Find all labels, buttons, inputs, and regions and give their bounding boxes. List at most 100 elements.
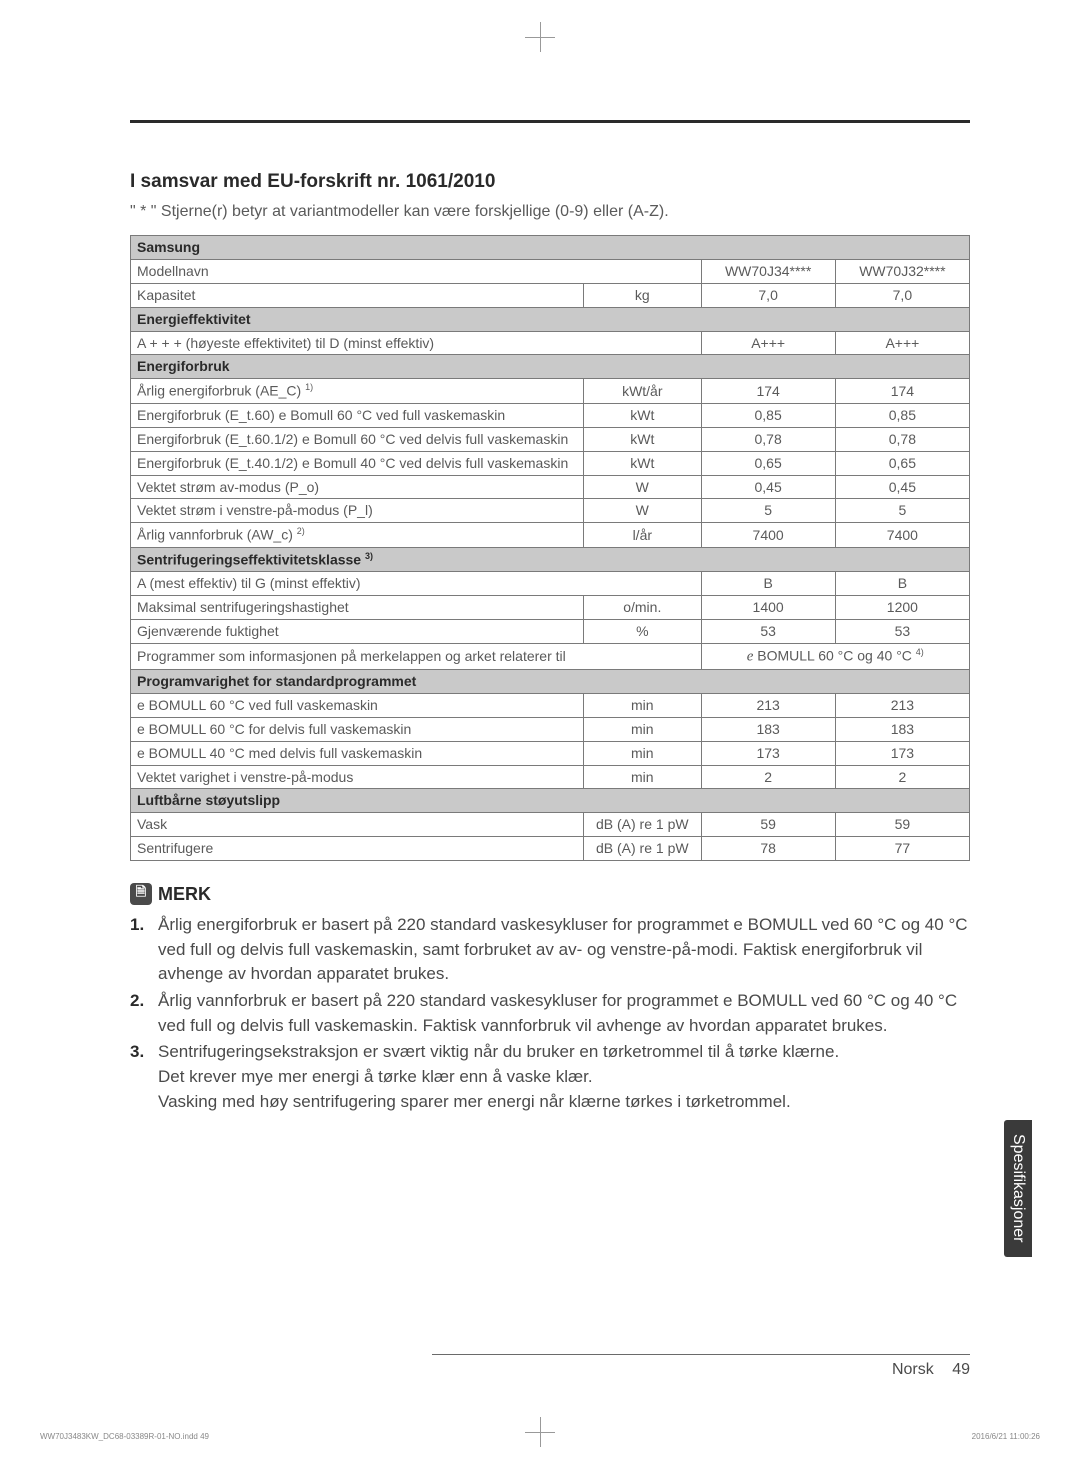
row-value: 0,65 bbox=[835, 451, 969, 475]
row-unit: min bbox=[584, 717, 701, 741]
row-unit: % bbox=[584, 620, 701, 644]
row-value: A+++ bbox=[701, 331, 835, 355]
note-label: MERK bbox=[158, 884, 211, 905]
row-label: Energiforbruk (E_t.60) e Bomull 60 °C ve… bbox=[131, 403, 584, 427]
row-label: Årlig vannforbruk (AW_c) 2) bbox=[131, 523, 584, 548]
crop-mark-bottom bbox=[525, 1417, 555, 1447]
row-label: Sentrifugere bbox=[131, 837, 584, 861]
note-item: Årlig energiforbruk er basert på 220 sta… bbox=[130, 913, 970, 987]
row-value: 0,78 bbox=[701, 427, 835, 451]
row-value: 183 bbox=[701, 717, 835, 741]
row-value: 1400 bbox=[701, 596, 835, 620]
row-value: 2 bbox=[701, 765, 835, 789]
row-label: Vask bbox=[131, 813, 584, 837]
subtext: " * " Stjerne(r) betyr at variantmodelle… bbox=[130, 203, 970, 221]
row-value: 5 bbox=[835, 499, 969, 523]
row-unit: kWt bbox=[584, 451, 701, 475]
section-header: Energiforbruk bbox=[131, 355, 970, 379]
model-label: Modellnavn bbox=[131, 259, 702, 283]
row-value: 77 bbox=[835, 837, 969, 861]
program-info-value: e BOMULL 60 °C og 40 °C 4) bbox=[701, 644, 969, 670]
footer-page: 49 bbox=[952, 1361, 970, 1378]
row-label: Vektet varighet i venstre-på-modus bbox=[131, 765, 584, 789]
section-header: Sentrifugeringseffektivitetsklasse 3) bbox=[131, 547, 970, 572]
section-header: Programvarighet for standardprogrammet bbox=[131, 670, 970, 694]
footer: Norsk 49 bbox=[432, 1354, 970, 1379]
row-unit: min bbox=[584, 693, 701, 717]
row-label: Gjenværende fuktighet bbox=[131, 620, 584, 644]
imprint-right: 2016/6/21 11:00:26 bbox=[972, 1432, 1040, 1441]
model-value: WW70J32**** bbox=[835, 259, 969, 283]
imprint-left: WW70J3483KW_DC68-03389R-01-NO.indd 49 bbox=[40, 1432, 209, 1441]
row-unit: min bbox=[584, 765, 701, 789]
row-value: 0,85 bbox=[701, 403, 835, 427]
row-label: e BOMULL 60 °C for delvis full vaskemask… bbox=[131, 717, 584, 741]
row-value: 78 bbox=[701, 837, 835, 861]
row-value: 0,45 bbox=[835, 475, 969, 499]
row-value: 7400 bbox=[835, 523, 969, 548]
row-unit: min bbox=[584, 741, 701, 765]
top-rule bbox=[130, 120, 970, 123]
row-unit: kWt/år bbox=[584, 379, 701, 404]
row-value: 5 bbox=[701, 499, 835, 523]
row-unit: l/år bbox=[584, 523, 701, 548]
row-unit: kg bbox=[584, 283, 701, 307]
row-label: Energiforbruk (E_t.60.1/2) e Bomull 60 °… bbox=[131, 427, 584, 451]
row-value: 0,85 bbox=[835, 403, 969, 427]
row-value: 213 bbox=[701, 693, 835, 717]
section-header: Energieffektivitet bbox=[131, 307, 970, 331]
row-value: 213 bbox=[835, 693, 969, 717]
section-header: Luftbårne støyutslipp bbox=[131, 789, 970, 813]
row-value: 0,65 bbox=[701, 451, 835, 475]
row-label: e BOMULL 60 °C ved full vaskemaskin bbox=[131, 693, 584, 717]
side-tab: Spesifikasjoner bbox=[1004, 1120, 1032, 1257]
row-unit: W bbox=[584, 499, 701, 523]
row-unit: W bbox=[584, 475, 701, 499]
notes-list: Årlig energiforbruk er basert på 220 sta… bbox=[130, 913, 970, 1114]
row-label: A (mest effektiv) til G (minst effektiv) bbox=[131, 572, 702, 596]
note-item: Sentrifugeringsekstraksjon er svært vikt… bbox=[130, 1040, 970, 1114]
row-value: A+++ bbox=[835, 331, 969, 355]
note-icon: 🗎 bbox=[130, 883, 152, 905]
heading: I samsvar med EU-forskrift nr. 1061/2010 bbox=[130, 171, 970, 193]
row-value: 7,0 bbox=[701, 283, 835, 307]
spec-table: SamsungModellnavnWW70J34****WW70J32**** K… bbox=[130, 235, 970, 861]
row-value: 7400 bbox=[701, 523, 835, 548]
row-value: 173 bbox=[835, 741, 969, 765]
row-label: Vektet strøm i venstre-på-modus (P_l) bbox=[131, 499, 584, 523]
row-value: 174 bbox=[701, 379, 835, 404]
row-unit: kWt bbox=[584, 403, 701, 427]
row-value: 2 bbox=[835, 765, 969, 789]
row-value: 59 bbox=[835, 813, 969, 837]
row-value: B bbox=[835, 572, 969, 596]
row-unit: o/min. bbox=[584, 596, 701, 620]
row-label: e BOMULL 40 °C med delvis full vaskemask… bbox=[131, 741, 584, 765]
note-heading: 🗎 MERK bbox=[130, 883, 970, 905]
footer-lang: Norsk bbox=[892, 1361, 934, 1378]
row-value: 59 bbox=[701, 813, 835, 837]
page-content: I samsvar med EU-forskrift nr. 1061/2010… bbox=[0, 0, 1080, 1176]
row-label: Vektet strøm av-modus (P_o) bbox=[131, 475, 584, 499]
model-value: WW70J34**** bbox=[701, 259, 835, 283]
row-value: 7,0 bbox=[835, 283, 969, 307]
row-value: 0,78 bbox=[835, 427, 969, 451]
row-value: 174 bbox=[835, 379, 969, 404]
note-item: Årlig vannforbruk er basert på 220 stand… bbox=[130, 989, 970, 1038]
row-value: 183 bbox=[835, 717, 969, 741]
row-value: 1200 bbox=[835, 596, 969, 620]
row-value: 53 bbox=[835, 620, 969, 644]
row-label: Kapasitet bbox=[131, 283, 584, 307]
program-info-label: Programmer som informasjonen på merkelap… bbox=[131, 644, 702, 670]
row-label: Årlig energiforbruk (AE_C) 1) bbox=[131, 379, 584, 404]
section-header: Samsung bbox=[131, 236, 970, 260]
row-value: 0,45 bbox=[701, 475, 835, 499]
row-value: 53 bbox=[701, 620, 835, 644]
row-value: B bbox=[701, 572, 835, 596]
row-unit: dB (A) re 1 pW bbox=[584, 813, 701, 837]
row-value: 173 bbox=[701, 741, 835, 765]
row-unit: kWt bbox=[584, 427, 701, 451]
row-label: Energiforbruk (E_t.40.1/2) e Bomull 40 °… bbox=[131, 451, 584, 475]
row-label: A + + + (høyeste effektivitet) til D (mi… bbox=[131, 331, 702, 355]
row-unit: dB (A) re 1 pW bbox=[584, 837, 701, 861]
row-label: Maksimal sentrifugeringshastighet bbox=[131, 596, 584, 620]
